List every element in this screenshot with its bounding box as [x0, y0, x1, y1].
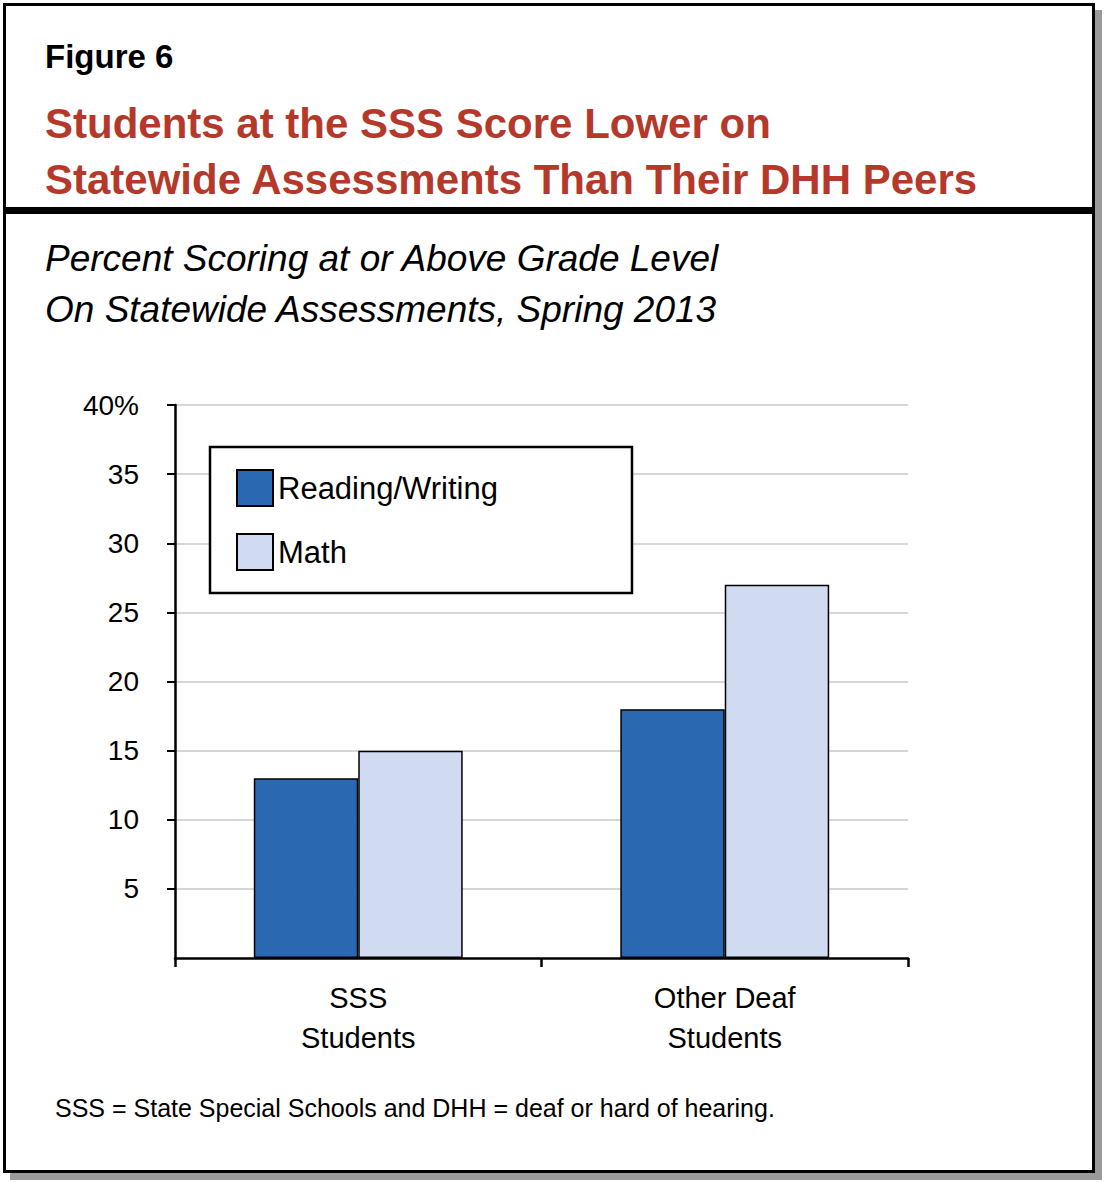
svg-text:30: 30: [108, 528, 139, 559]
svg-text:Other Deaf: Other Deaf: [654, 982, 797, 1014]
html-text:Students at the SSS Score Lowe: Students at the SSS Score Lower on State…: [45, 100, 978, 203]
svg-text:15: 15: [108, 735, 139, 766]
svg-text:5: 5: [123, 873, 139, 904]
svg-text:20: 20: [108, 666, 139, 697]
html-text:Figure 6: Figure 6: [45, 38, 174, 75]
svg-text:40%: 40%: [83, 390, 139, 421]
svg-text:Reading/Writing: Reading/Writing: [278, 471, 498, 506]
svg-text:10: 10: [108, 804, 139, 835]
svg-text:25: 25: [108, 597, 139, 628]
svg-text:Students: Students: [668, 1022, 782, 1054]
svg-text:SSS: SSS: [329, 982, 387, 1014]
html-text:Percent Scoring at or Above Gr: Percent Scoring at or Above Grade Level …: [45, 238, 719, 330]
html-text:SSS = State Special Schools an: SSS = State Special Schools and DHH = de…: [55, 1094, 775, 1122]
svg-text:Math: Math: [278, 535, 347, 570]
svg-text:Students: Students: [301, 1022, 415, 1054]
svg-text:35: 35: [108, 459, 139, 490]
